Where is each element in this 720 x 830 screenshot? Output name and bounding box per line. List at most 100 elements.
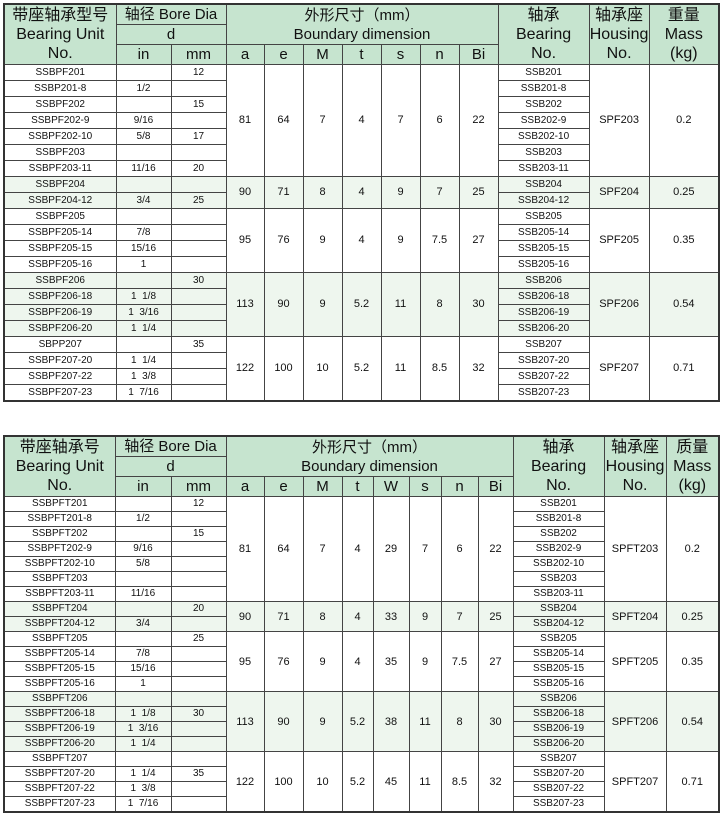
table-row: SSBPFT203-11 11/16 SSB203-11	[3, 586, 719, 602]
bore-in-cell: 15/16	[115, 240, 172, 257]
dim-cell-n: 8	[440, 691, 479, 752]
bore-mm-cell	[170, 511, 227, 527]
bearing-no-cell: SSB207	[497, 336, 590, 353]
table-header: 带座轴承号 Bearing Unit No. 轴径 Bore Dia 外形尺寸（mm…	[3, 435, 720, 497]
unit-no-cell: SSBPF207-23	[3, 384, 117, 402]
bore-in-cell: 1 3/16	[114, 721, 172, 737]
unit-no-cell: SSBPF202-9	[3, 112, 117, 129]
table-row: SSBPFT207-22 1 3/8 SSB207-22	[3, 781, 719, 797]
bore-mm-cell: 25	[170, 192, 227, 209]
unit-no-cell: SSBPF206-20	[3, 320, 117, 337]
unit-no-cell: SSBPFT206	[3, 691, 116, 707]
dim-cell-e: 76	[263, 631, 304, 692]
bore-mm-cell	[170, 616, 227, 632]
bore-in-cell	[114, 751, 172, 767]
table-row: SSBPFT205-15 15/16 SSB205-15	[3, 661, 719, 677]
bore-mm-cell: 30	[170, 706, 227, 722]
dim-header-bi: Bi	[458, 44, 499, 65]
bearing-no-cell: SSB206-19	[497, 304, 590, 321]
bearing-no-cell: SSB205-14	[497, 224, 590, 241]
dim-header-s: s	[408, 476, 442, 497]
dim-cell-a: 81	[225, 496, 265, 602]
unit-no-cell: SSBPFT205	[3, 631, 116, 647]
bore-in-cell	[114, 496, 172, 512]
bore-in-cell	[114, 571, 172, 587]
dim-cell-m: 9	[302, 691, 343, 752]
bearing-no-cell: SSB205-16	[497, 256, 590, 273]
bore-mm-cell: 12	[170, 64, 227, 81]
bore-mm-cell	[170, 224, 227, 241]
mass-cell: 0.35	[648, 208, 720, 273]
bore-in-cell	[115, 336, 172, 353]
bearing-no-cell: SSB205-15	[512, 661, 605, 677]
unit-no-cell: SSBPFT202-9	[3, 541, 116, 557]
dim-cell-m: 9	[302, 208, 343, 273]
housing-header: 轴承座 Housing No.	[603, 435, 667, 497]
bearing-no-cell: SSB206-18	[497, 288, 590, 305]
bearing-no-cell: SSB207-22	[497, 368, 590, 385]
bore-in-cell	[115, 96, 172, 113]
housing-header: 轴承座 Housing No.	[588, 3, 650, 65]
table-row: SSBPF202-10 5/8 17 SSB202-10	[3, 128, 719, 145]
bore-in-cell: 7/8	[115, 224, 172, 241]
bore-mm-cell	[170, 721, 227, 737]
unit-no-cell: SSBPF206	[3, 272, 117, 289]
unit-no-cell: SSBPF207-20	[3, 352, 117, 369]
dim-cell-t: 4	[341, 176, 382, 209]
bore-mm-header: mm	[170, 44, 227, 65]
bearing-no-cell: SSB205-14	[512, 646, 605, 662]
bore-mm-cell: 25	[170, 631, 227, 647]
dimension-header: 外形尺寸（mm） Boundary dimension	[225, 435, 514, 477]
dim-cell-a: 95	[225, 631, 265, 692]
table-row: SSBPF205-16 1 SSB205-16	[3, 256, 719, 273]
dim-cell-t: 4	[341, 601, 374, 632]
dim-cell-t: 4	[341, 208, 382, 273]
housing-no-cell: SPF203	[588, 64, 650, 177]
mass-cell: 0.54	[665, 691, 720, 752]
bearing-no-cell: SSB207	[512, 751, 605, 767]
unit-no-cell: SSBP201-8	[3, 80, 117, 97]
dim-header-t: t	[341, 44, 382, 65]
dim-header-n: n	[440, 476, 479, 497]
dim-cell-a: 122	[225, 336, 265, 402]
bore-in-cell: 1	[114, 676, 172, 692]
table-row: SSBPF203-11 11/16 20 SSB203-11	[3, 160, 719, 177]
bearing-no-cell: SSB206-20	[512, 736, 605, 752]
dim-header-n: n	[419, 44, 460, 65]
dim-cell-a: 90	[225, 601, 265, 632]
dim-cell-n: 8	[419, 272, 460, 337]
bore-in-cell: 1 1/4	[114, 736, 172, 752]
bore-in-cell: 1 3/8	[114, 781, 172, 797]
bearing-no-cell: SSB207-22	[512, 781, 605, 797]
bore-in-header: in	[115, 44, 172, 65]
dim-cell-m: 9	[302, 272, 343, 337]
unit-no-cell: SSBPFT204-12	[3, 616, 116, 632]
dim-header-bi: Bi	[477, 476, 514, 497]
mass-cell: 0.2	[665, 496, 720, 602]
dim-cell-t: 4	[341, 631, 374, 692]
unit-no-cell: SSBPFT207-23	[3, 796, 116, 813]
bearing-no-cell: SSB203	[497, 144, 590, 161]
dim-cell-n: 6	[440, 496, 479, 602]
dim-cell-bi: 30	[458, 272, 499, 337]
bore-in-cell	[115, 176, 172, 193]
unit-no-cell: SSBPF203	[3, 144, 117, 161]
dim-header-e: e	[263, 44, 304, 65]
table-row: SSBPFT204 20 90 71 8 4 33 9 7 25 SSB204 SPFT204 0.25	[3, 601, 720, 632]
bore-in-cell: 1 7/16	[115, 384, 172, 402]
bore-mm-cell	[170, 320, 227, 337]
unit-no-cell: SSBPF201	[3, 64, 117, 81]
housing-no-cell: SPF205	[588, 208, 650, 273]
dim-cell-e: 64	[263, 496, 304, 602]
mass-cell: 0.71	[648, 336, 720, 402]
unit-no-cell: SSBPF206-18	[3, 288, 117, 305]
dim-cell-s: 9	[380, 176, 421, 209]
unit-no-cell: SSBPFT207	[3, 751, 116, 767]
unit-no-cell: SSBPFT204	[3, 601, 116, 617]
dim-header-a: a	[225, 44, 265, 65]
bore-in-cell: 3/4	[114, 616, 172, 632]
bore-in-cell	[114, 601, 172, 617]
bore-in-cell: 7/8	[114, 646, 172, 662]
bore-in-cell	[114, 526, 172, 542]
unit-no-cell: SSBPF205	[3, 208, 117, 225]
